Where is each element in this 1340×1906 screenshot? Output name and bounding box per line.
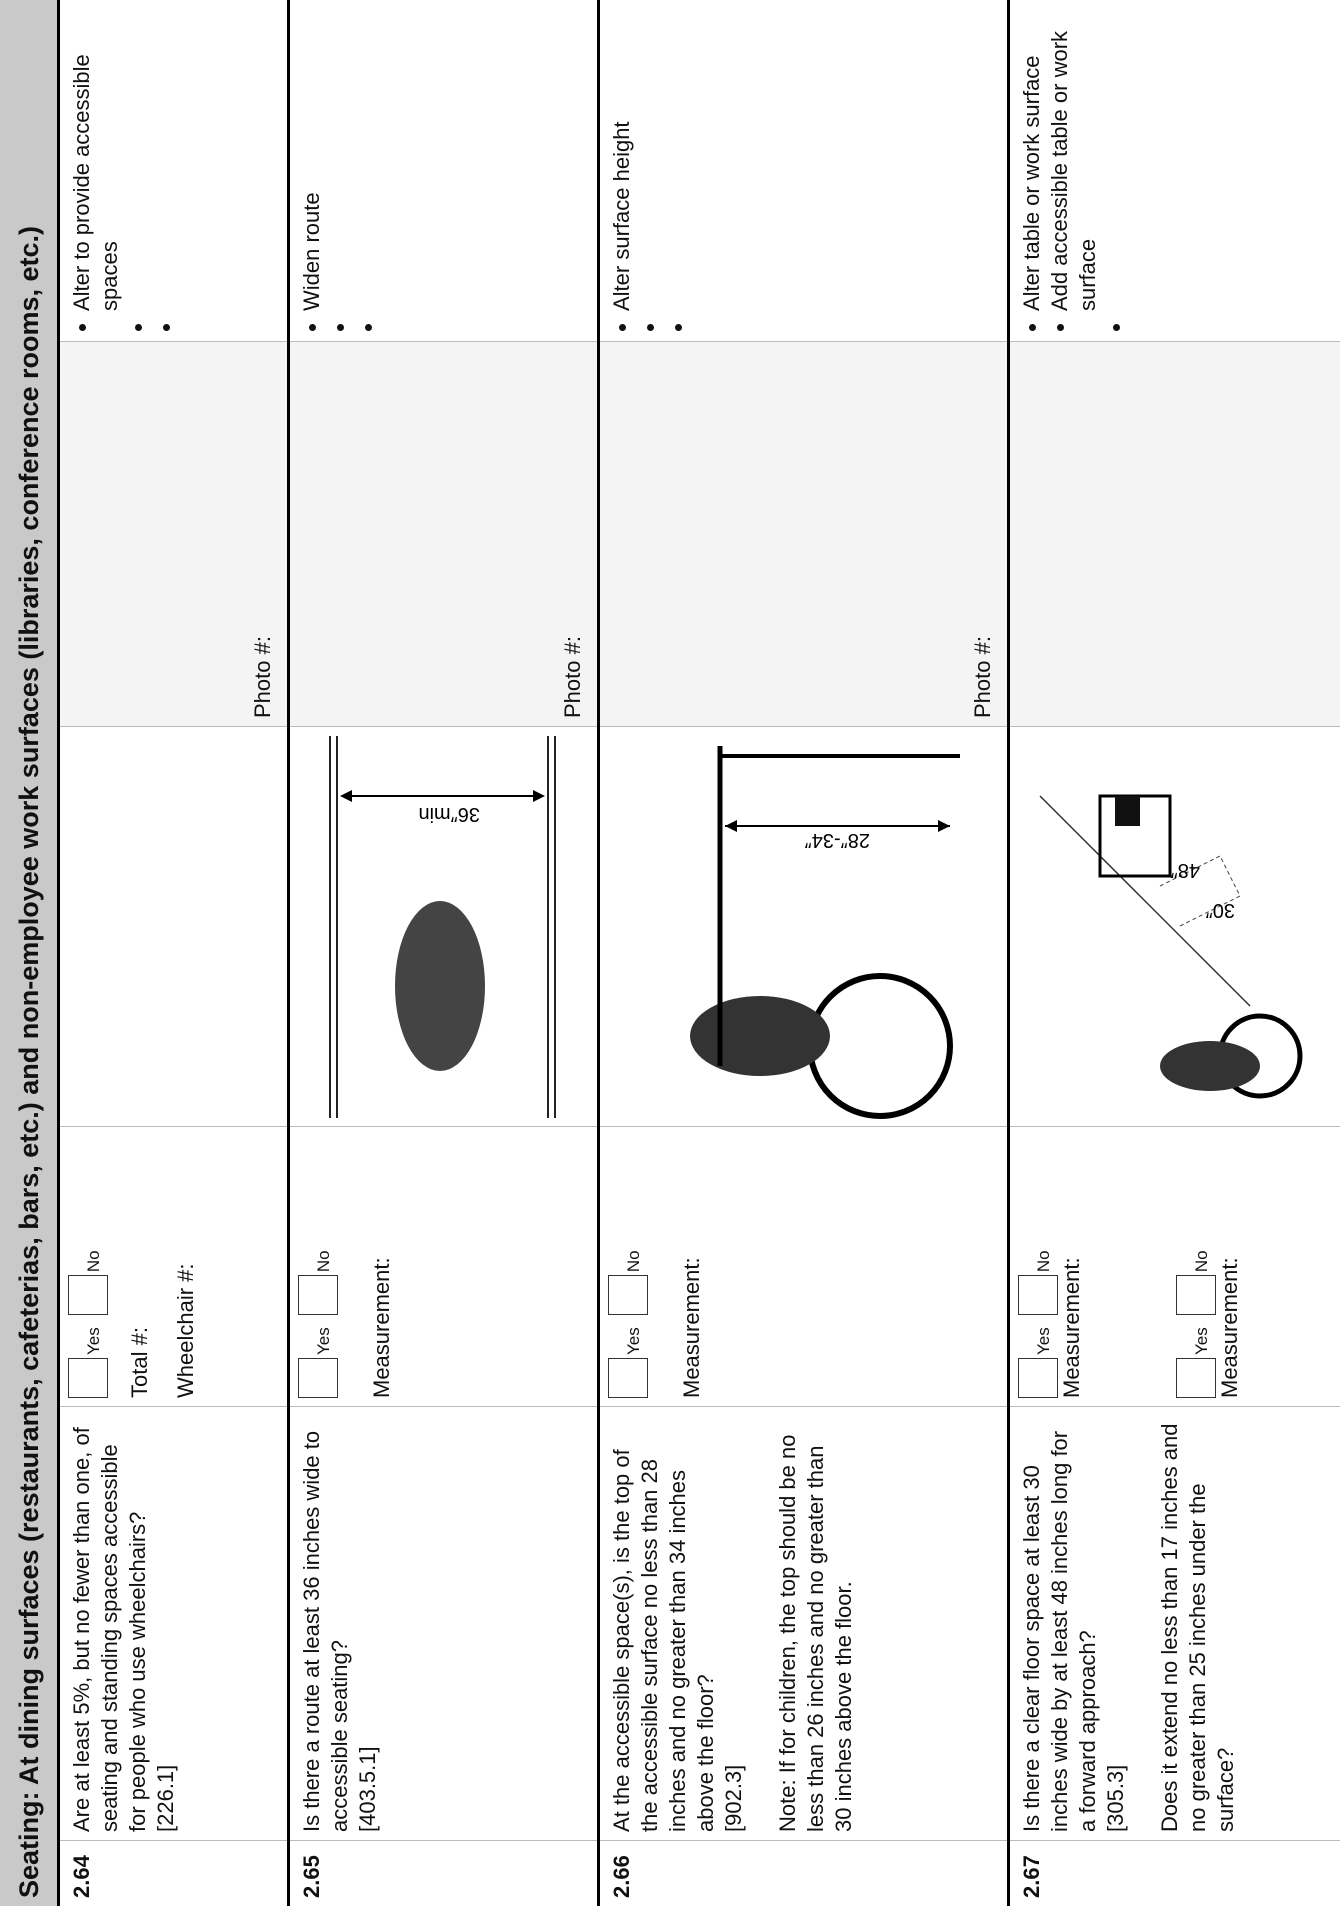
no-label: No — [1034, 1250, 1053, 1273]
actions: Widen route — [290, 0, 597, 341]
action: Alter to provide accessible spaces — [68, 8, 124, 311]
diagram-cell: 36″min — [290, 726, 597, 1126]
item-number: 2.64 — [60, 1840, 287, 1906]
blank-action — [124, 8, 152, 311]
checkbox[interactable] — [608, 1358, 648, 1398]
blank-action — [664, 8, 692, 311]
action: Add accessible table or work surface — [1046, 8, 1102, 311]
yes-label: Yes — [1192, 1327, 1211, 1355]
photo-cell — [1010, 341, 1340, 726]
actions: Alter table or work surface Add accessib… — [1010, 0, 1340, 341]
section-title: Seating: At dining surfaces (restaurants… — [0, 0, 60, 1906]
checkbox[interactable] — [1018, 1358, 1058, 1398]
note: Note: If for children, the top should be… — [775, 1434, 856, 1832]
question-text: At the accessible space(s), is the top o… — [609, 1449, 718, 1832]
route-diagram: 36″min — [329, 736, 556, 1118]
response: Yes No Measurement: — [600, 1126, 1007, 1406]
actions: Alter surface height — [600, 0, 1007, 341]
dimension-label: 30″ — [1206, 899, 1235, 921]
row: 2.67 Is there a clear floor space at lea… — [1010, 0, 1340, 1906]
checkbox[interactable] — [608, 1275, 648, 1316]
response: Yes No Total #: Wheelchair #: — [60, 1126, 287, 1406]
field-label: Measurement: — [679, 1257, 704, 1398]
yes-label: Yes — [84, 1327, 103, 1355]
question: Are at least 5%, but no fewer than one, … — [60, 1406, 287, 1840]
checkbox[interactable] — [298, 1358, 338, 1398]
checkbox[interactable] — [68, 1358, 108, 1398]
yes-label: Yes — [1034, 1327, 1053, 1355]
question: At the accessible space(s), is the top o… — [600, 1406, 1007, 1840]
row: 2.64 Are at least 5%, but no fewer than … — [60, 0, 290, 1906]
surface-diagram: 28″-34″ — [690, 746, 960, 1119]
response: Yes No Measurement: — [290, 1126, 597, 1406]
diagram-cell: 30″ 48″ — [1010, 726, 1340, 1126]
no-label: No — [314, 1250, 333, 1273]
dimension-label: 36″min — [418, 803, 480, 825]
photo-cell: Photo #: — [290, 341, 597, 726]
reference: [902.3] — [721, 1764, 746, 1832]
item-number: 2.67 — [1010, 1840, 1340, 1906]
question-text: Does it extend no less than 17 inches an… — [1157, 1423, 1238, 1833]
row: 2.65 Is there a route at least 36 inches… — [290, 0, 600, 1906]
checkbox[interactable] — [68, 1275, 108, 1316]
item-number: 2.65 — [290, 1840, 597, 1906]
no-label: No — [84, 1250, 103, 1273]
photo-cell: Photo #: — [600, 341, 1007, 726]
reference: [226.1] — [153, 1764, 178, 1832]
yes-label: Yes — [624, 1327, 643, 1355]
question-text: Are at least 5%, but no fewer than one, … — [69, 1427, 150, 1832]
reference: [403.5.1] — [355, 1746, 380, 1832]
field-label: Measurement: — [1217, 1257, 1242, 1398]
photo-label: Photo #: — [250, 636, 275, 718]
blank-action — [326, 8, 354, 311]
question: Is there a route at least 36 inches wide… — [290, 1406, 597, 1840]
row: 2.66 At the accessible space(s), is the … — [600, 0, 1010, 1906]
photo-label: Photo #: — [560, 636, 585, 718]
question-text: Is there a clear floor space at least 30… — [1019, 1430, 1100, 1832]
yes-label: Yes — [314, 1327, 333, 1355]
reference: [305.3] — [1103, 1764, 1128, 1832]
actions: Alter to provide accessible spaces — [60, 0, 287, 341]
photo-cell: Photo #: — [60, 341, 287, 726]
floor-space-diagram: 30″ 48″ — [1039, 794, 1303, 1099]
question-text: Is there a route at least 36 inches wide… — [299, 1430, 352, 1832]
action: Alter surface height — [608, 8, 636, 311]
checkbox[interactable] — [1176, 1358, 1216, 1398]
blank-action — [354, 8, 382, 311]
blank-action — [152, 8, 180, 311]
field-label: Total #: — [127, 1327, 152, 1398]
response: Yes No Measurement: Yes No Measurement: — [1010, 1126, 1340, 1406]
dimension-label: 48″ — [1171, 859, 1200, 881]
action: Alter table or work surface — [1018, 8, 1046, 311]
item-number: 2.66 — [600, 1840, 1007, 1906]
checkbox[interactable] — [1176, 1275, 1216, 1316]
action: Widen route — [298, 8, 326, 311]
no-label: No — [624, 1250, 643, 1273]
checkbox[interactable] — [298, 1275, 338, 1316]
dimension-label: 28″-34″ — [805, 829, 870, 851]
question: Is there a clear floor space at least 30… — [1010, 1406, 1340, 1840]
checkbox[interactable] — [1018, 1275, 1058, 1316]
field-label: Wheelchair #: — [173, 1263, 198, 1398]
field-label: Measurement: — [369, 1257, 394, 1398]
no-label: No — [1192, 1250, 1211, 1273]
photo-label: Photo #: — [970, 636, 995, 718]
diagram-cell: 28″-34″ — [600, 726, 1007, 1126]
blank-action — [636, 8, 664, 311]
diagram-cell — [60, 726, 287, 1126]
blank-action — [1102, 8, 1130, 311]
field-label: Measurement: — [1059, 1257, 1084, 1398]
